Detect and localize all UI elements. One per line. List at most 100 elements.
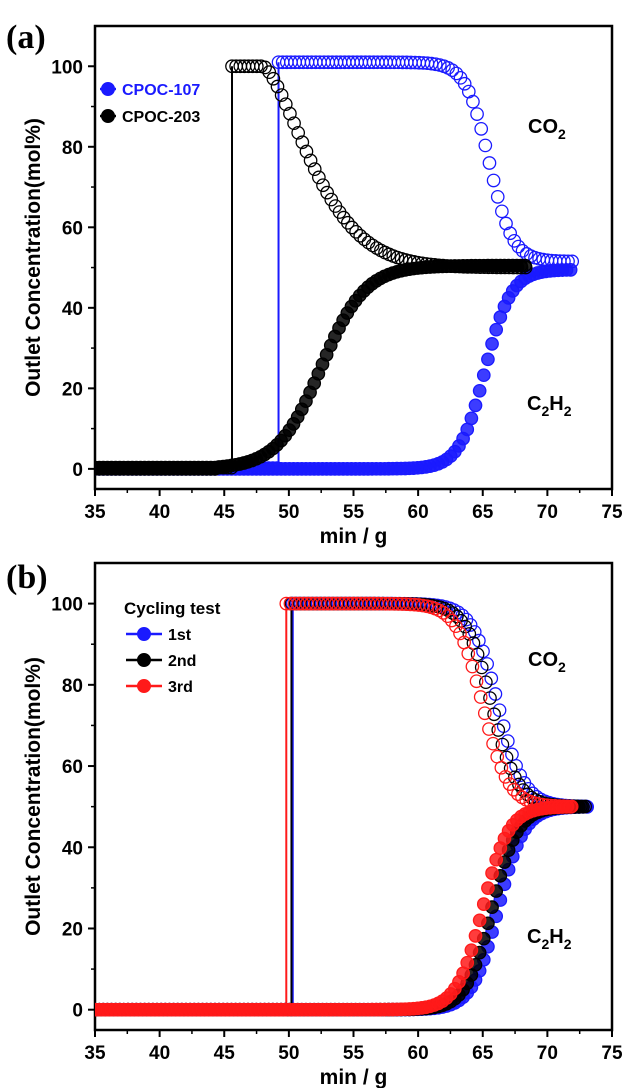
data-point (499, 216, 513, 231)
data-point (466, 94, 480, 109)
legend-title: Cycling test (124, 599, 221, 618)
y-tick-label: 60 (62, 218, 83, 239)
data-point (470, 647, 485, 662)
x-tick-label: 50 (278, 1043, 299, 1064)
data-point (449, 619, 463, 634)
data-point (495, 737, 510, 752)
data-point (563, 262, 578, 277)
data-point (482, 722, 496, 736)
y-tick-label: 0 (72, 460, 83, 481)
y-tick-label: 0 (72, 1001, 83, 1022)
data-point (415, 598, 430, 613)
data-point (498, 769, 513, 784)
series-cpoc-203-c2h2 (95, 258, 532, 476)
data-point (345, 220, 359, 235)
data-point (258, 60, 272, 75)
data-point (320, 185, 334, 200)
data-point (494, 760, 509, 775)
y-tick-label: 80 (62, 138, 83, 159)
data-point (349, 224, 363, 239)
legend-swatch-marker (137, 627, 151, 641)
data-point (563, 800, 578, 814)
y-tick-label: 40 (62, 838, 83, 859)
x-tick-label: 70 (537, 502, 558, 523)
data-point (303, 153, 318, 168)
x-tick-label: 55 (343, 1043, 365, 1064)
legend-label: CPOC-203 (122, 109, 200, 126)
y-tick-label: 100 (51, 595, 83, 616)
data-point (449, 66, 464, 81)
data-point (425, 598, 439, 613)
x-tick-label: 75 (601, 1043, 623, 1064)
data-point (474, 660, 489, 675)
data-point (476, 368, 491, 383)
legend-swatch-marker (137, 653, 151, 667)
series-cpoc-107-c2h2 (95, 262, 578, 476)
c2h2-label: C2H2 (527, 393, 572, 419)
data-point (472, 383, 487, 398)
legend: Cycling test 1st 2nd 3rd (124, 599, 221, 696)
data-point (485, 866, 499, 880)
data-layer (95, 55, 580, 476)
data-point (262, 65, 277, 80)
data-point (489, 322, 504, 337)
data-point (458, 619, 473, 634)
x-tick-label: 65 (472, 502, 494, 523)
data-point (365, 238, 380, 253)
y-tick-label: 40 (62, 299, 83, 320)
data-point (518, 258, 532, 273)
data-point (464, 943, 479, 958)
data-point (457, 76, 472, 91)
data-point (460, 955, 475, 970)
data-point (469, 674, 484, 689)
data-point (495, 204, 509, 219)
data-point (485, 337, 499, 351)
data-point (291, 125, 306, 140)
y-axis-title: Outlet Concentration(mol%) (22, 657, 45, 936)
x-axis-title: min / g (320, 1066, 388, 1088)
data-point (465, 659, 480, 674)
data-point (481, 881, 495, 895)
data-point (506, 782, 521, 797)
data-point (440, 609, 455, 624)
data-point (266, 71, 281, 86)
series-1st-co2 (95, 596, 594, 1017)
data-point (474, 122, 489, 136)
data-point (463, 618, 478, 632)
x-tick-label: 35 (84, 502, 106, 523)
x-axis-title: min / g (320, 525, 388, 548)
data-point (521, 781, 536, 796)
data-point (312, 170, 326, 185)
panel-a-chart: (a) 35 40 45 50 55 60 65 70 75 0 20 40 60 80 100 min / g… (6, 19, 623, 548)
data-point (295, 135, 310, 150)
data-point (287, 116, 301, 131)
x-tick-label: 40 (149, 1043, 170, 1064)
data-point (316, 178, 330, 193)
data-point (490, 190, 505, 204)
x-tick-label: 60 (408, 502, 429, 523)
y-axis-title: Outlet Concentration(mol%) (22, 118, 45, 397)
data-point (486, 736, 500, 751)
x-tick-label: 35 (84, 1043, 106, 1064)
legend-swatch-marker (101, 109, 115, 123)
legend-label: 2nd (168, 653, 196, 670)
series-3rd-co2 (95, 596, 579, 1017)
data-point (357, 232, 372, 247)
legend-swatch-marker (137, 679, 151, 693)
data-point (299, 144, 314, 159)
legend-label: 3rd (168, 679, 193, 696)
data-point (472, 913, 487, 928)
data-point (478, 675, 493, 690)
x-tick-label: 45 (214, 502, 236, 523)
co2-label: CO2 (528, 649, 566, 675)
legend: CPOC-107 CPOC-203 (100, 82, 200, 126)
data-point (487, 707, 501, 722)
data-point (477, 706, 492, 721)
data-point (340, 215, 355, 230)
x-tick-label: 70 (537, 1043, 558, 1064)
x-tick-label: 60 (408, 1043, 429, 1064)
y-tick-label: 60 (62, 757, 83, 778)
data-point (461, 646, 476, 661)
data-point (478, 138, 493, 153)
